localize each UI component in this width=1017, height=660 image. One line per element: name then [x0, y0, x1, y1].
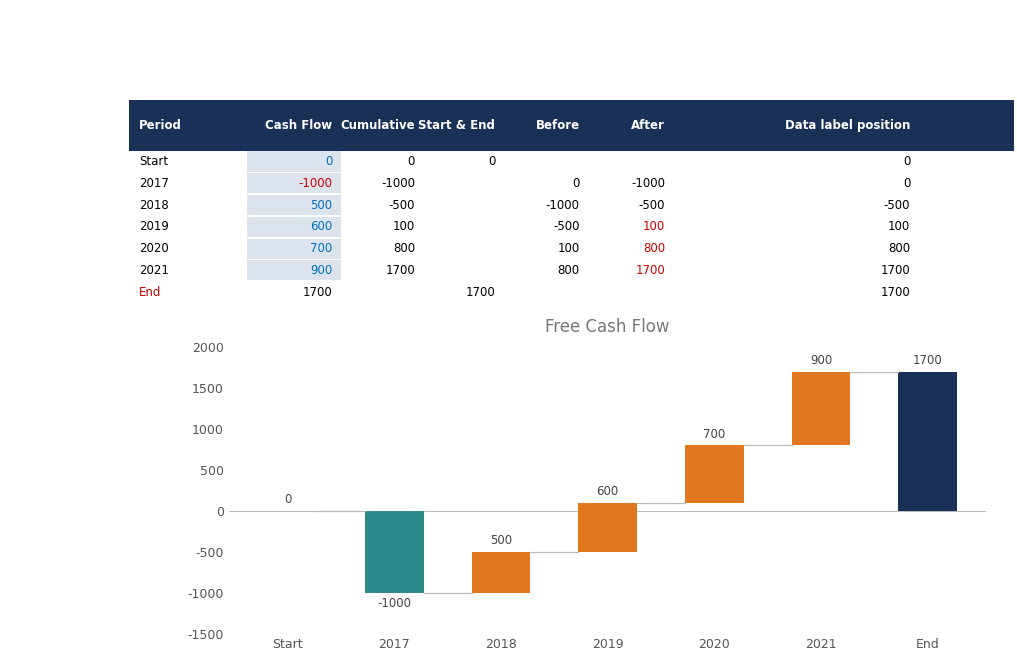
Text: 800: 800 [888, 242, 910, 255]
Text: 700: 700 [703, 428, 725, 441]
Text: 1700: 1700 [881, 264, 910, 277]
Text: 2019: 2019 [139, 220, 169, 234]
Text: 0: 0 [325, 155, 333, 168]
Text: After: After [632, 119, 665, 132]
Text: 700: 700 [310, 242, 333, 255]
Text: 0: 0 [903, 155, 910, 168]
Bar [898, 372, 957, 511]
Text: 500: 500 [490, 535, 512, 547]
Text: 1700: 1700 [303, 286, 333, 299]
Text: Data label position: Data label position [785, 119, 910, 132]
FancyBboxPatch shape [247, 261, 341, 280]
Text: 0: 0 [488, 155, 495, 168]
FancyBboxPatch shape [247, 152, 341, 172]
Text: © Corporate Finance Institute®. All rights reserved.: © Corporate Finance Institute®. All righ… [8, 13, 280, 22]
Text: Before: Before [536, 119, 580, 132]
Text: Cumulative: Cumulative [341, 119, 415, 132]
Text: 800: 800 [557, 264, 580, 277]
Text: 1700: 1700 [466, 286, 495, 299]
Text: 600: 600 [310, 220, 333, 234]
Text: -500: -500 [553, 220, 580, 234]
Text: Start & End: Start & End [418, 119, 495, 132]
Text: 800: 800 [643, 242, 665, 255]
Text: 100: 100 [393, 220, 415, 234]
Text: Start: Start [139, 155, 169, 168]
Text: -1000: -1000 [299, 177, 333, 190]
Bar [792, 372, 850, 446]
Text: 2018: 2018 [139, 199, 169, 212]
Text: 0: 0 [284, 494, 291, 506]
Text: Period: Period [139, 119, 182, 132]
Text: 0: 0 [408, 155, 415, 168]
Text: 2017: 2017 [139, 177, 169, 190]
FancyBboxPatch shape [247, 195, 341, 215]
Text: -500: -500 [639, 199, 665, 212]
FancyBboxPatch shape [247, 217, 341, 237]
Text: 100: 100 [557, 242, 580, 255]
Text: -1000: -1000 [377, 597, 411, 611]
Text: -1000: -1000 [546, 199, 580, 212]
Text: 1700: 1700 [913, 354, 943, 368]
Text: 0: 0 [903, 177, 910, 190]
Text: 1700: 1700 [636, 264, 665, 277]
Text: 2020: 2020 [139, 242, 169, 255]
Text: -500: -500 [884, 199, 910, 212]
Text: 1700: 1700 [881, 286, 910, 299]
Text: 1700: 1700 [385, 264, 415, 277]
Text: End: End [139, 286, 162, 299]
Title: Free Cash Flow: Free Cash Flow [545, 318, 670, 336]
FancyBboxPatch shape [129, 100, 1014, 150]
Text: 100: 100 [643, 220, 665, 234]
Text: 900: 900 [310, 264, 333, 277]
Text: Waterfall Chart Template: Waterfall Chart Template [73, 42, 289, 57]
Text: -1000: -1000 [381, 177, 415, 190]
Text: -1000: -1000 [632, 177, 665, 190]
Text: Cash Flow: Cash Flow [265, 119, 333, 132]
Bar [365, 511, 423, 593]
Text: 900: 900 [810, 354, 832, 368]
Text: 500: 500 [310, 199, 333, 212]
Text: 0: 0 [573, 177, 580, 190]
Bar [472, 552, 530, 593]
FancyBboxPatch shape [247, 174, 341, 193]
Text: 800: 800 [393, 242, 415, 255]
Text: 2021: 2021 [139, 264, 169, 277]
Text: 600: 600 [597, 485, 618, 498]
Text: 100: 100 [888, 220, 910, 234]
Bar [579, 503, 637, 552]
Bar [685, 446, 743, 503]
FancyBboxPatch shape [247, 239, 341, 259]
Text: -500: -500 [388, 199, 415, 212]
